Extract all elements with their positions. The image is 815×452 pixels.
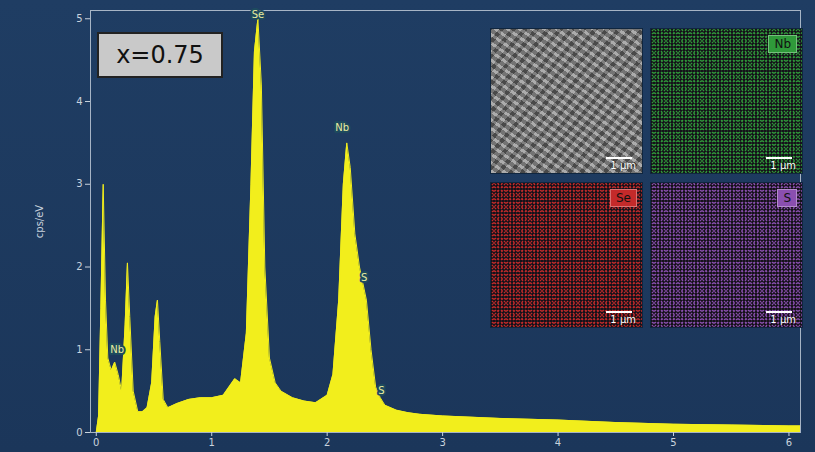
- svg-text:Se: Se: [252, 9, 265, 20]
- html-text:1 µm: 1 µm: [610, 160, 636, 171]
- svg-text:Nb: Nb: [335, 122, 349, 133]
- svg-text:2: 2: [324, 437, 330, 448]
- html-text:1 µm: 1 µm: [770, 314, 796, 325]
- svg-text:3: 3: [76, 178, 82, 189]
- svg-text:1: 1: [209, 437, 215, 448]
- html-text:1 µm: 1 µm: [770, 160, 796, 171]
- svg-text:2: 2: [76, 261, 82, 272]
- svg-text:5: 5: [76, 13, 82, 24]
- svg-text:1: 1: [76, 344, 82, 355]
- html-text:x=0.75: x=0.75: [116, 41, 204, 69]
- svg-text:6: 6: [786, 437, 792, 448]
- svg-text:3: 3: [439, 437, 445, 448]
- svg-text:cps/eV: cps/eV: [34, 205, 45, 239]
- svg-text:S: S: [361, 272, 367, 283]
- svg-text:S: S: [378, 385, 384, 396]
- html-text:1 µm: 1 µm: [610, 314, 636, 325]
- svg-text:4: 4: [555, 437, 561, 448]
- svg-text:0: 0: [93, 437, 99, 448]
- svg-text:0: 0: [76, 427, 82, 438]
- html-text:Nb: Nb: [774, 37, 791, 51]
- html-text:S: S: [783, 191, 791, 205]
- svg-text:Nb: Nb: [110, 344, 124, 355]
- html-text:Se: Se: [616, 191, 631, 205]
- svg-text:4: 4: [76, 96, 82, 107]
- svg-text:5: 5: [670, 437, 676, 448]
